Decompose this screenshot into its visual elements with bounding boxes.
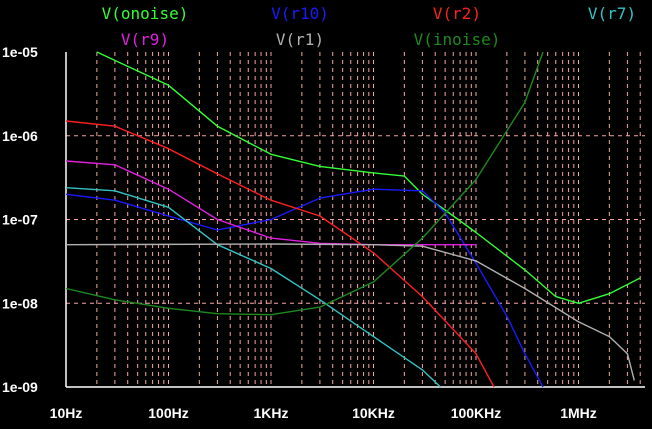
y-tick-label: 1e-05	[2, 44, 38, 60]
legend-entry: V(r2)	[433, 4, 481, 23]
legend: V(onoise) V(r10) V(r2) V(r7) V(r9) V(r1) V(ino…	[102, 4, 636, 49]
legend-entry: V(r1)	[276, 30, 324, 49]
legend-entry: V(r7)	[588, 4, 636, 23]
series-line-vr10	[65, 188, 544, 388]
grid-layer	[66, 52, 645, 387]
legend-entry: V(inoise)	[414, 30, 501, 49]
y-tick-label: 1e-08	[2, 295, 38, 311]
series-line-vr7	[65, 187, 441, 388]
series-line-vr2	[65, 120, 495, 388]
x-tick-label: 1MHz	[560, 405, 597, 421]
y-tick-label: 1e-07	[2, 212, 38, 228]
series-layer	[65, 51, 641, 388]
x-tick-label: 100Hz	[148, 405, 188, 421]
series-line-vinoise	[65, 51, 544, 316]
x-tick-label: 10KHz	[352, 405, 395, 421]
legend-entry: V(r9)	[121, 30, 169, 49]
legend-entry: V(onoise)	[102, 4, 189, 23]
x-tick-label: 10Hz	[50, 405, 83, 421]
y-tick-label: 1e-09	[2, 379, 38, 395]
legend-entry: V(r10)	[271, 4, 329, 23]
x-tick-label: 1KHz	[253, 405, 288, 421]
y-tick-label: 1e-06	[2, 128, 38, 144]
series-line-vr1	[65, 243, 635, 381]
ticks-layer: 1e-05 1e-06 1e-07 1e-08 1e-09 10Hz 100Hz 1KHz 10…	[2, 44, 597, 421]
x-tick-label: 100KHz	[451, 405, 502, 421]
series-line-vonoise	[96, 51, 641, 304]
axes-layer	[65, 52, 645, 388]
